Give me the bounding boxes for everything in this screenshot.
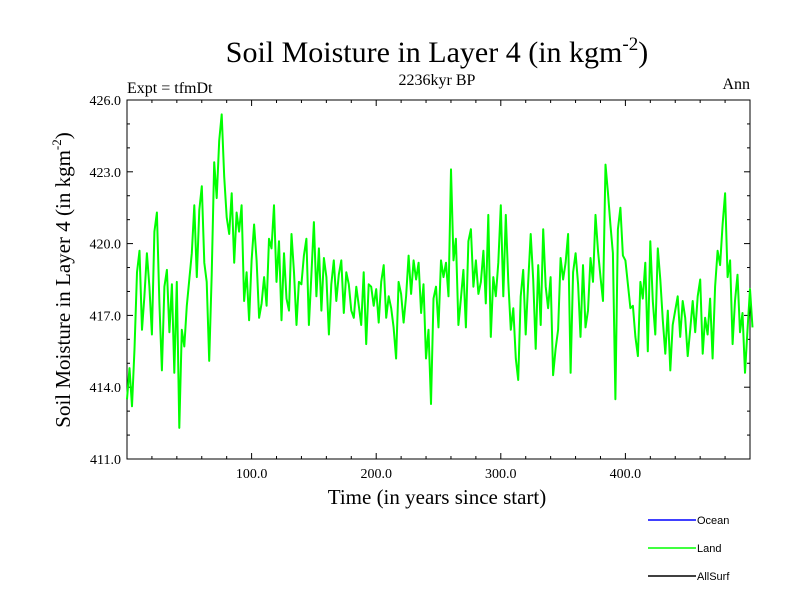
x-axis-label: Time (in years since start): [328, 485, 547, 509]
chart-title: Soil Moisture in Layer 4 (in kgm-2): [226, 34, 648, 69]
y-tick-label: 414.0: [90, 381, 122, 396]
x-tick-label: 100.0: [236, 467, 268, 482]
experiment-label: Expt = tfmDt: [127, 80, 213, 97]
series-group: [126, 113, 754, 429]
x-tick-label: 400.0: [610, 467, 642, 482]
x-axis: 100.0 200.0 300.0 400.0: [151, 100, 726, 482]
y-tick-label: 417.0: [90, 309, 122, 324]
y-tick-label: 423.0: [90, 166, 122, 181]
y-axis-label: Soil Moisture in Layer 4 (in kgm-2): [49, 132, 75, 427]
x-tick-label: 200.0: [360, 467, 392, 482]
legend-label-land: Land: [697, 543, 721, 555]
x-tick-label: 300.0: [485, 467, 517, 482]
y-axis: 411.0 414.0 417.0 420.0 423.0 426.0: [90, 94, 750, 468]
season-label: Ann: [722, 76, 750, 93]
y-tick-label: 420.0: [90, 238, 122, 253]
legend-label-ocean: Ocean: [697, 515, 729, 527]
legend: Ocean Land AllSurf: [648, 515, 730, 583]
legend-label-allsurf: AllSurf: [697, 571, 730, 583]
y-tick-label: 426.0: [90, 94, 122, 109]
y-axis-label-superscript: -2: [49, 139, 64, 150]
series-line-land: [126, 113, 754, 429]
chart-subtitle: 2236kyr BP: [399, 72, 476, 89]
y-tick-label: 411.0: [90, 453, 121, 468]
plot-frame: [126, 99, 751, 460]
chart-title-superscript: -2: [622, 34, 638, 55]
